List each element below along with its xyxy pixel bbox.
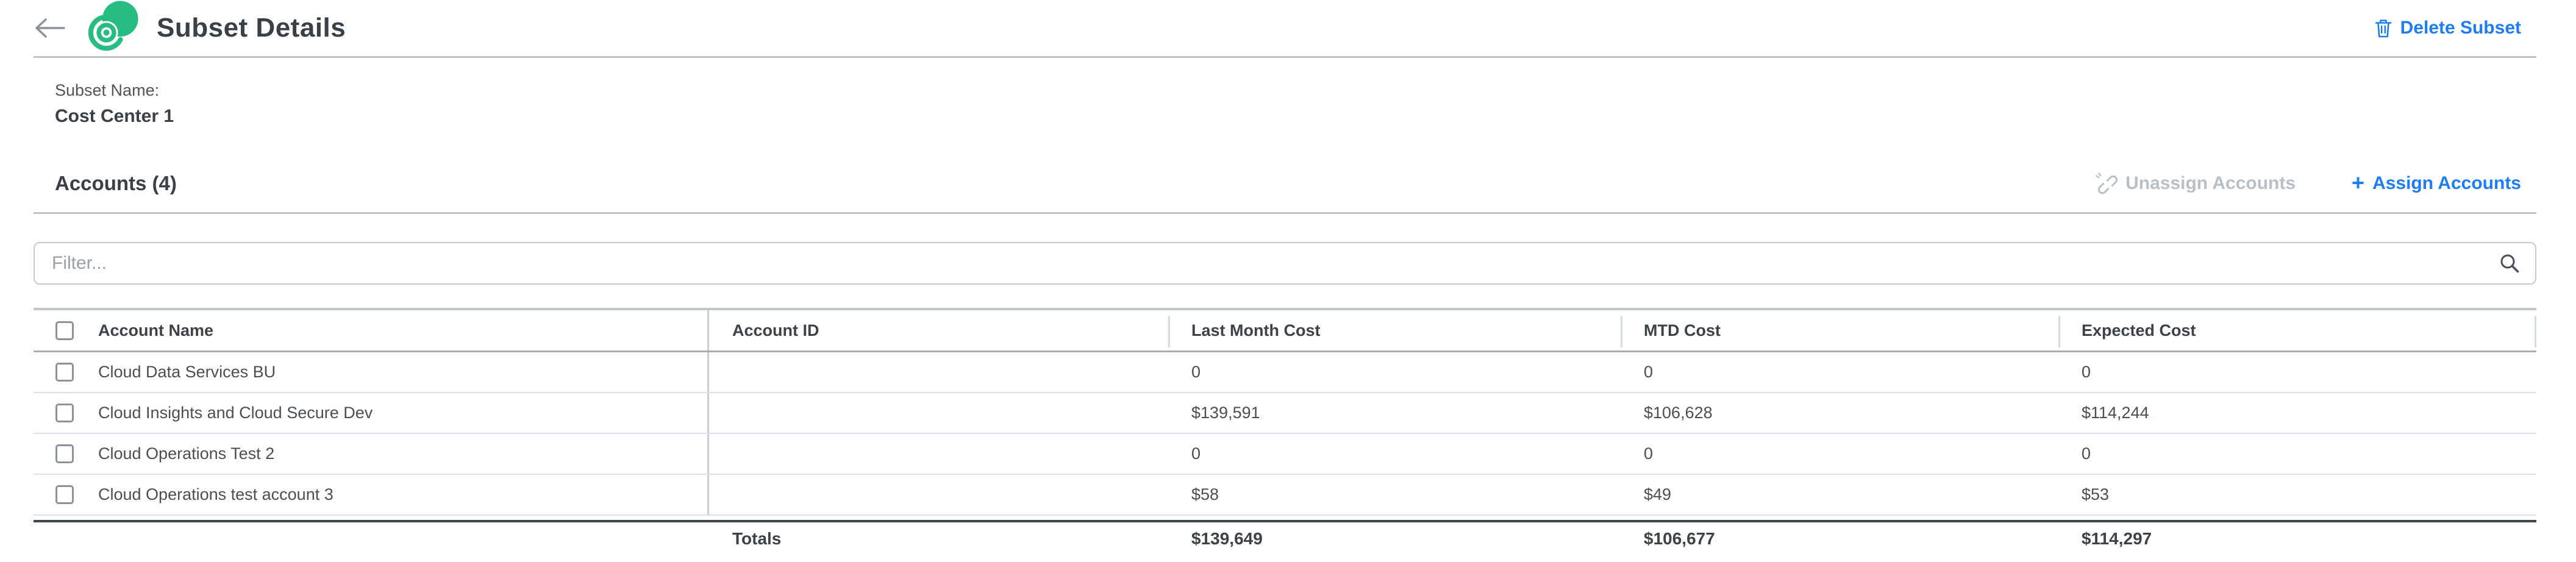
page-header: Subset Details Delete Subset <box>34 0 2536 56</box>
accounts-actions: Unassign Accounts + Assign Accounts <box>2096 170 2521 195</box>
assign-accounts-label: Assign Accounts <box>2372 173 2521 193</box>
totals-last-month-cost: $139,649 <box>1191 529 1263 548</box>
totals-expected-cost: $114,297 <box>2082 529 2152 548</box>
filter-input[interactable] <box>34 242 2536 285</box>
unassign-accounts-label: Unassign Accounts <box>2125 173 2296 193</box>
trash-icon <box>2375 19 2391 37</box>
mtd-cost-cell: $49 <box>1644 485 1672 503</box>
expected-cost-cell: 0 <box>2082 444 2091 463</box>
account-id-cell <box>709 352 1168 392</box>
unlink-icon <box>2096 173 2118 194</box>
account-name-cell: Cloud Operations Test 2 <box>83 434 709 474</box>
account-id-cell <box>709 434 1168 474</box>
assign-accounts-button[interactable]: + Assign Accounts <box>2352 170 2521 195</box>
column-header-mtd-cost: MTD Cost <box>1621 310 2058 350</box>
column-header-last-month-cost: Last Month Cost <box>1168 310 1621 350</box>
table-row: Cloud Data Services BU 0 0 0 <box>34 352 2536 393</box>
account-id-cell <box>709 393 1168 433</box>
filter-bar <box>34 242 2536 285</box>
accounts-heading: Accounts (4) <box>55 172 177 194</box>
subset-name-label: Subset Name: <box>55 81 160 99</box>
accounts-toolbar: Accounts (4) Unassign Accounts + Assign … <box>34 172 2536 195</box>
account-name-cell: Cloud Operations test account 3 <box>83 475 709 514</box>
mtd-cost-cell: $106,628 <box>1644 404 1713 422</box>
unassign-accounts-button[interactable]: Unassign Accounts <box>2096 173 2296 194</box>
header-divider <box>34 56 2536 58</box>
account-name-cell: Cloud Data Services BU <box>83 352 709 392</box>
row-checkbox[interactable] <box>55 485 74 504</box>
table-row: Cloud Operations test account 3 $58 $49 … <box>34 475 2536 516</box>
expected-cost-cell: 0 <box>2082 363 2091 381</box>
search-icon[interactable] <box>2499 252 2521 274</box>
accounts-table: Account Name Account ID Last Month Cost … <box>34 308 2536 555</box>
mtd-cost-cell: 0 <box>1644 363 1654 381</box>
app-logo-icon <box>87 0 141 57</box>
table-header-row: Account Name Account ID Last Month Cost … <box>34 308 2536 352</box>
column-header-account-name: Account Name <box>83 310 709 350</box>
last-month-cost-cell: $58 <box>1191 485 1219 503</box>
last-month-cost-cell: $139,591 <box>1191 404 1260 422</box>
table-row: Cloud Insights and Cloud Secure Dev $139… <box>34 393 2536 434</box>
expected-cost-cell: $114,244 <box>2082 404 2149 422</box>
plus-icon: + <box>2352 170 2365 195</box>
accounts-divider <box>34 212 2536 214</box>
back-arrow-icon <box>35 18 65 38</box>
select-all-checkbox[interactable] <box>55 321 74 340</box>
row-checkbox[interactable] <box>55 444 74 463</box>
column-header-expected-cost: Expected Cost <box>2058 310 2536 350</box>
last-month-cost-cell: 0 <box>1191 363 1201 381</box>
delete-subset-label: Delete Subset <box>2400 18 2521 38</box>
back-button[interactable] <box>34 16 66 40</box>
row-checkbox[interactable] <box>55 404 74 422</box>
last-month-cost-cell: 0 <box>1191 444 1201 463</box>
subset-info: Subset Name: Cost Center 1 <box>55 81 2536 127</box>
expected-cost-cell: $53 <box>2082 485 2110 503</box>
totals-row: Totals $139,649 $106,677 $114,297 <box>34 520 2536 555</box>
account-id-cell <box>709 475 1168 514</box>
subset-name-value: Cost Center 1 <box>55 106 174 126</box>
account-name-cell: Cloud Insights and Cloud Secure Dev <box>83 393 709 433</box>
column-header-account-id: Account ID <box>732 321 819 340</box>
page-title: Subset Details <box>157 13 346 43</box>
totals-mtd-cost: $106,677 <box>1644 529 1715 548</box>
mtd-cost-cell: 0 <box>1644 444 1654 463</box>
row-checkbox[interactable] <box>55 363 74 382</box>
totals-label: Totals <box>732 529 782 548</box>
table-row: Cloud Operations Test 2 0 0 0 <box>34 434 2536 475</box>
delete-subset-button[interactable]: Delete Subset <box>2374 18 2521 38</box>
